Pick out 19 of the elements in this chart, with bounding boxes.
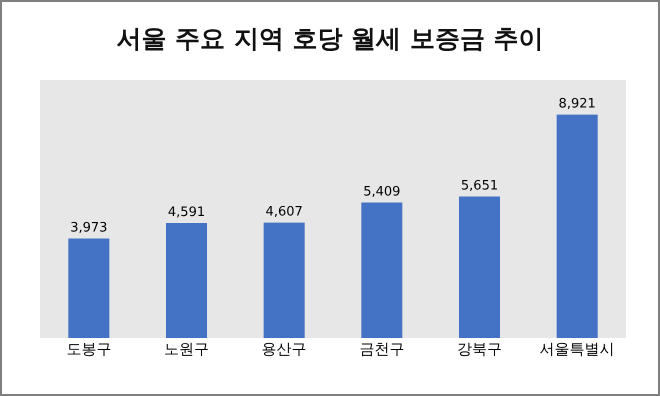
data-label: 4,591 <box>168 205 206 220</box>
data-label: 5,651 <box>460 178 498 194</box>
x-tick-label: 용산구 <box>262 340 307 358</box>
bar <box>166 223 208 338</box>
x-tick-label: 도봉구 <box>66 340 112 358</box>
x-tick-label: 서울특별시 <box>540 340 615 358</box>
bar <box>68 238 110 338</box>
bar <box>556 114 598 338</box>
bar <box>264 222 305 338</box>
data-label: 4,607 <box>266 204 303 220</box>
x-tick-label: 강북구 <box>457 340 502 358</box>
chart-title: 서울 주요 지역 호당 월세 보증금 추이 <box>116 24 544 53</box>
data-label: 5,409 <box>363 184 400 200</box>
data-label: 3,973 <box>70 220 108 236</box>
bar <box>361 202 402 338</box>
data-label: 8,921 <box>558 96 596 112</box>
x-tick-label: 금천구 <box>359 340 404 358</box>
x-tick-label: 노원구 <box>164 340 209 358</box>
bar <box>458 196 500 338</box>
